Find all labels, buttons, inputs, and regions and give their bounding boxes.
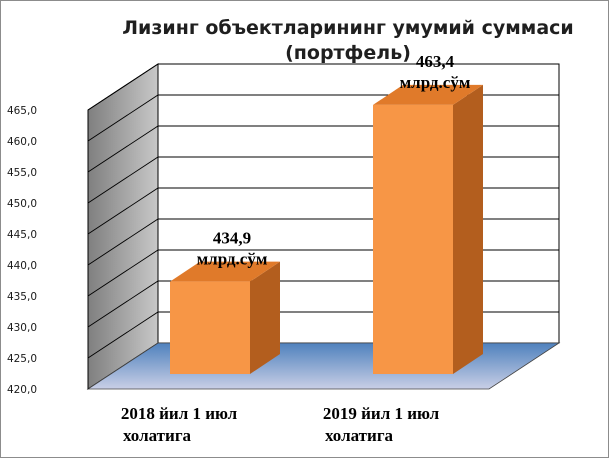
x-category-label-line2: холатига <box>123 426 192 445</box>
y-tick-label: 435,0 <box>7 291 37 303</box>
data-labels: 434,9 млрд.сўм 463,4 млрд.сўм <box>197 52 471 269</box>
y-tick-label: 440,0 <box>7 260 37 272</box>
side-wall <box>87 63 159 390</box>
x-category-label-line2: холатига <box>325 426 394 445</box>
chart-title-line-2: (портфель) <box>285 42 411 64</box>
bar-side <box>250 261 280 374</box>
data-label-value: 434,9 <box>213 229 251 248</box>
y-tick-label: 450,0 <box>7 198 37 210</box>
y-tick-label: 460,0 <box>7 136 37 148</box>
bar-side <box>453 84 483 375</box>
x-category-label: 2018 йил 1 июл <box>121 404 238 423</box>
y-tick-label: 430,0 <box>7 322 37 334</box>
bar-front <box>170 281 250 374</box>
bar <box>373 84 483 375</box>
chart-walls <box>86 63 561 390</box>
data-label-unit: млрд.сўм <box>400 73 471 92</box>
x-axis: 2018 йил 1 июл холатига 2019 йил 1 июл хола… <box>121 404 440 445</box>
bar-top <box>170 261 280 282</box>
bars <box>170 84 483 375</box>
y-tick-label: 445,0 <box>7 229 37 241</box>
data-label-value: 463,4 <box>416 52 455 71</box>
y-tick-label: 465,0 <box>7 105 37 117</box>
bar <box>170 261 280 374</box>
floor <box>86 342 561 390</box>
data-label-unit: млрд.сўм <box>197 250 268 269</box>
y-tick-label: 425,0 <box>7 353 37 365</box>
gridline <box>87 63 559 111</box>
x-category-label: 2019 йил 1 июл <box>323 404 440 423</box>
chart-title-line-1: Лизинг объектларининг умумий суммаси <box>122 17 573 39</box>
bar-top <box>373 84 483 105</box>
y-tick-label: 455,0 <box>7 167 37 179</box>
y-axis: 420,0 425,0 430,0 435,0 440,0 445,0 450,0 455,0… <box>7 105 89 396</box>
y-tick-label: 420,0 <box>7 384 37 396</box>
bar-front <box>373 104 453 375</box>
